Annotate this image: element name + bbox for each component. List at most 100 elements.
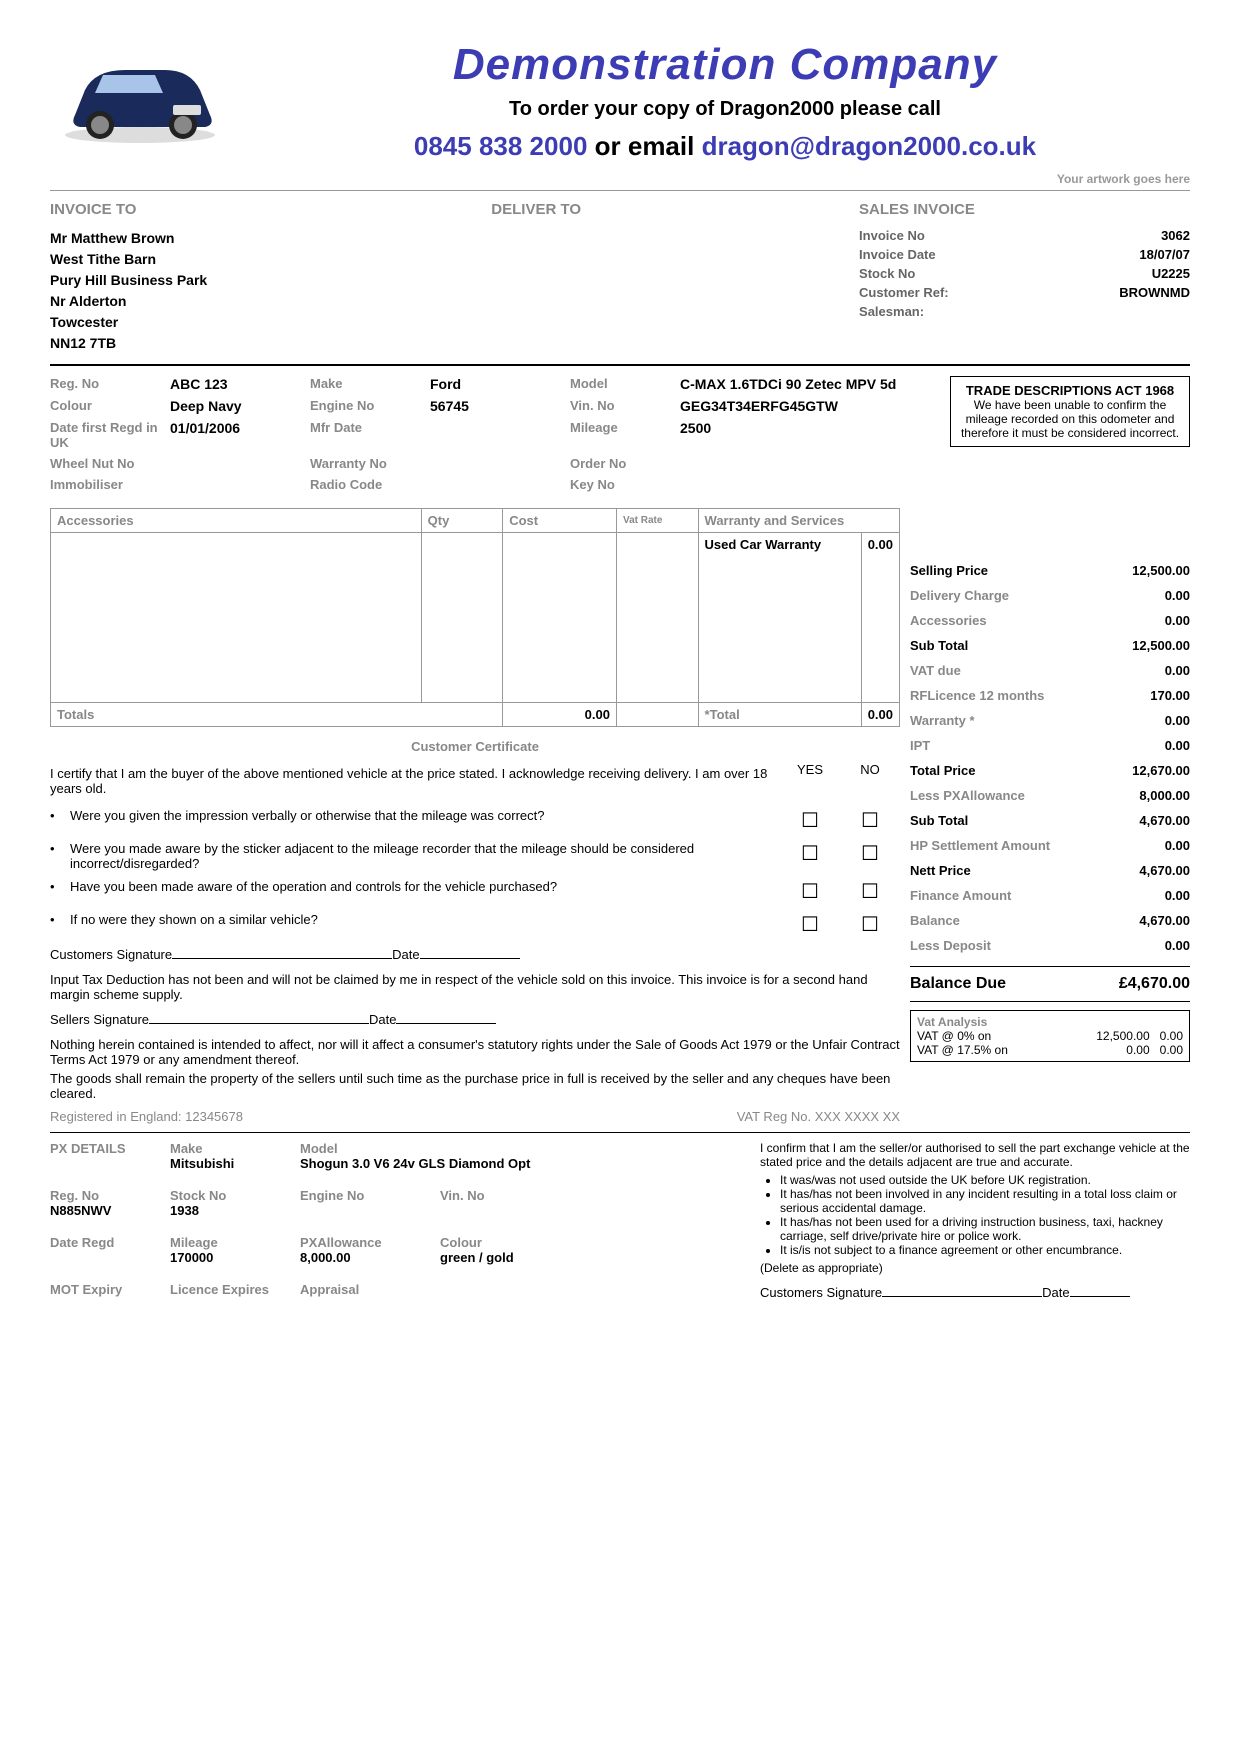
no-checkbox[interactable]: ☐ <box>840 879 900 904</box>
question-text: Were you given the impression verbally o… <box>70 808 780 823</box>
fin-label: Total Price <box>910 763 976 778</box>
vehicle-value: GEG34T34ERFG45GTW <box>680 398 940 414</box>
yes-checkbox[interactable]: ☐ <box>780 808 840 833</box>
vat-reg-no: VAT Reg No. XXX XXXX XX <box>737 1109 900 1124</box>
acc-header: Cost <box>503 509 617 533</box>
vehicle-label: Immobiliser <box>50 477 160 492</box>
fin-label: Sub Total <box>910 813 968 828</box>
yes-checkbox[interactable]: ☐ <box>780 879 840 904</box>
yes-header: YES <box>780 762 840 800</box>
fin-value: 4,670.00 <box>1139 813 1190 828</box>
warranty-label: Used Car Warranty <box>698 533 861 703</box>
fin-label: VAT due <box>910 663 961 678</box>
fin-label: Warranty * <box>910 713 975 728</box>
fin-label: Nett Price <box>910 863 971 878</box>
cert-title: Customer Certificate <box>50 739 900 754</box>
accessories-table: Accessories Qty Cost Vat Rate Warranty a… <box>50 508 900 727</box>
invoice-to-title: INVOICE TO <box>50 201 491 218</box>
rights-paragraph: Nothing herein contained is intended to … <box>50 1037 900 1067</box>
vehicle-value <box>680 456 940 471</box>
yes-checkbox[interactable]: ☐ <box>780 841 840 866</box>
fin-value: 0.00 <box>1165 888 1190 903</box>
meta-label: Salesman: <box>859 304 1099 319</box>
acc-header: Qty <box>421 509 503 533</box>
px-confirmation: I confirm that I am the seller/or author… <box>760 1141 1190 1310</box>
fin-value: 170.00 <box>1150 688 1190 703</box>
question-text: Have you been made aware of the operatio… <box>70 879 780 894</box>
fin-row: Sub Total 4,670.00 <box>910 808 1190 833</box>
address-line: Mr Matthew Brown <box>50 228 491 249</box>
vehicle-label: Engine No <box>310 398 420 414</box>
fin-value: 0.00 <box>1165 613 1190 628</box>
meta-value: U2225 <box>1119 266 1190 281</box>
vehicle-label: Reg. No <box>50 376 160 392</box>
address-line: Towcester <box>50 312 491 333</box>
fin-value: 12,500.00 <box>1132 638 1190 653</box>
warr-total: 0.00 <box>861 703 899 727</box>
vehicle-label: Radio Code <box>310 477 420 492</box>
vehicle-value <box>170 477 300 492</box>
reg-england: Registered in England: 12345678 <box>50 1109 243 1124</box>
meta-label: Stock No <box>859 266 1099 281</box>
meta-label: Customer Ref: <box>859 285 1099 300</box>
header: Demonstration Company To order your copy… <box>50 40 1190 162</box>
fin-row: Accessories0.00 <box>910 608 1190 633</box>
acc-header: Vat Rate <box>616 509 698 533</box>
cert-question-row: •Have you been made aware of the operati… <box>50 879 900 904</box>
customer-sig-line: Customers SignatureDate <box>50 947 900 962</box>
fin-value: 4,670.00 <box>1139 863 1190 878</box>
balance-due-label: Balance Due <box>910 975 1006 993</box>
vehicle-value: Ford <box>430 376 560 392</box>
invoice-to-address: Mr Matthew BrownWest Tithe BarnPury Hill… <box>50 228 491 354</box>
email-address: dragon@dragon2000.co.uk <box>702 131 1037 161</box>
trade-descriptions-box: TRADE DESCRIPTIONS ACT 1968 We have been… <box>950 376 1190 447</box>
fin-row: Finance Amount0.00 <box>910 883 1190 908</box>
fin-label: Less PXAllowance <box>910 788 1025 803</box>
px-bullet: It has/has not been involved in any inci… <box>780 1187 1190 1215</box>
financials-column: Selling Price12,500.00Delivery Charge0.0… <box>910 508 1190 1132</box>
vehicle-label: Mileage <box>570 420 670 450</box>
cert-question-row: •If no were they shown on a similar vehi… <box>50 912 900 937</box>
tax-paragraph: Input Tax Deduction has not been and wil… <box>50 972 900 1002</box>
fin-row: Sub Total 12,500.00 <box>910 633 1190 658</box>
acc-total: 0.00 <box>503 703 617 727</box>
vehicle-value <box>430 477 560 492</box>
cert-intro: I certify that I am the buyer of the abo… <box>50 766 780 796</box>
no-checkbox[interactable]: ☐ <box>840 808 900 833</box>
sales-invoice-title: SALES INVOICE <box>859 201 1190 218</box>
meta-value <box>1119 304 1190 319</box>
phone-number: 0845 838 2000 <box>414 131 588 161</box>
yes-checkbox[interactable]: ☐ <box>780 912 840 937</box>
vat-title: Vat Analysis <box>917 1015 1183 1029</box>
no-checkbox[interactable]: ☐ <box>840 841 900 866</box>
vehicle-value <box>430 420 560 450</box>
address-line: NN12 7TB <box>50 333 491 354</box>
car-logo <box>50 40 230 150</box>
fin-value: 4,670.00 <box>1139 913 1190 928</box>
meta-value: 18/07/07 <box>1119 247 1190 262</box>
fin-row: Selling Price12,500.00 <box>910 558 1190 583</box>
fin-row: Less Deposit0.00 <box>910 933 1190 958</box>
balance-due-row: Balance Due £4,670.00 <box>910 966 1190 1002</box>
question-text: If no were they shown on a similar vehic… <box>70 912 780 927</box>
vehicle-value: 01/01/2006 <box>170 420 300 450</box>
fin-row: VAT due0.00 <box>910 658 1190 683</box>
px-confirm-text: I confirm that I am the seller/or author… <box>760 1141 1190 1169</box>
header-divider <box>50 190 1190 191</box>
fin-label: Sub Total <box>910 638 968 653</box>
px-details-title: PX DETAILS <box>50 1141 160 1184</box>
deliver-to-title: DELIVER TO <box>491 201 859 218</box>
px-bullet: It is/is not subject to a finance agreem… <box>780 1243 1190 1257</box>
fin-value: 0.00 <box>1165 838 1190 853</box>
no-checkbox[interactable]: ☐ <box>840 912 900 937</box>
fin-label: IPT <box>910 738 930 753</box>
cert-question-row: •Were you given the impression verbally … <box>50 808 900 833</box>
seller-sig-line: Sellers SignatureDate <box>50 1012 900 1027</box>
fin-row: HP Settlement Amount0.00 <box>910 833 1190 858</box>
vat-analysis-box: Vat Analysis VAT @ 0% on12,500.000.00VAT… <box>910 1010 1190 1062</box>
fin-row: Delivery Charge0.00 <box>910 583 1190 608</box>
fin-value: 12,670.00 <box>1132 763 1190 778</box>
fin-row: RFLicence 12 months170.00 <box>910 683 1190 708</box>
fin-row: Less PXAllowance8,000.00 <box>910 783 1190 808</box>
vehicle-label: Warranty No <box>310 456 420 471</box>
